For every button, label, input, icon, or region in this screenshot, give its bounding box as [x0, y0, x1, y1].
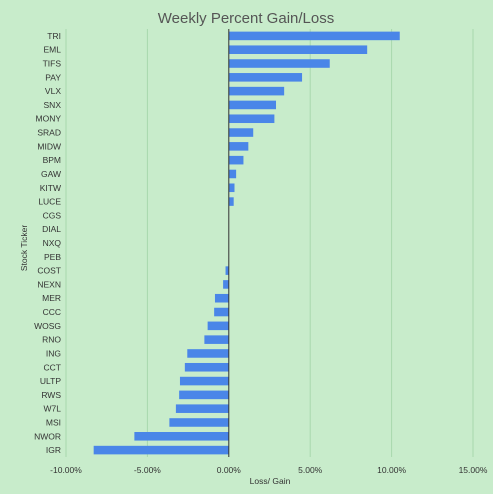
- x-tick-label: 15.00%: [459, 465, 488, 475]
- x-axis-label: Loss/ Gain: [250, 476, 291, 486]
- y-tick-label: MONY: [36, 114, 62, 124]
- y-tick-label: RNO: [42, 335, 61, 345]
- bar-tifs: [228, 59, 330, 68]
- bar-cost: [225, 266, 229, 275]
- bar-midw: [228, 142, 249, 151]
- y-tick-label: CGS: [43, 210, 62, 220]
- bar-eml: [228, 45, 368, 54]
- y-tick-labels: TRI EML TIFS PAY VLX SNX MONY SRAD MIDW BPM GAW KIT…: [34, 31, 61, 455]
- y-tick-label: MER: [42, 293, 61, 303]
- bar-mer: [214, 293, 229, 303]
- bar-igr: [93, 445, 229, 455]
- x-tick-label: -5.00%: [134, 465, 161, 475]
- y-tick-label: CCC: [43, 307, 61, 317]
- y-tick-label: ULTP: [40, 376, 61, 386]
- bar-wosg: [207, 321, 229, 331]
- bar-kitw: [228, 183, 235, 193]
- y-tick-label: GAW: [41, 169, 61, 179]
- bar-rws: [179, 390, 229, 400]
- bar-gaw: [228, 169, 237, 179]
- y-tick-label: TRI: [47, 31, 61, 41]
- y-tick-label: W7L: [44, 404, 62, 414]
- gridlines: [65, 29, 474, 457]
- y-tick-label: NWOR: [34, 431, 61, 441]
- y-tick-label: RWS: [41, 390, 61, 400]
- y-tick-label: NXQ: [43, 238, 62, 248]
- bar-ccc: [214, 307, 229, 317]
- chart-title: Weekly Percent Gain/Loss: [158, 10, 334, 27]
- x-tick-label: 5.00%: [298, 465, 323, 475]
- y-tick-label: BPM: [43, 155, 61, 165]
- y-tick-label: SNX: [44, 100, 62, 110]
- bar-ing: [187, 349, 229, 358]
- y-tick-label: DIAL: [42, 224, 61, 234]
- bar-w7l: [175, 404, 229, 413]
- bar-tri: [228, 31, 400, 41]
- bar-msi: [169, 418, 229, 427]
- y-tick-label: ING: [46, 348, 61, 358]
- y-tick-label: MIDW: [37, 141, 61, 151]
- y-tick-label: IGR: [46, 445, 61, 455]
- x-tick-label: 0.00%: [217, 465, 242, 475]
- bar-vlx: [228, 86, 285, 96]
- y-tick-label: PAY: [45, 72, 61, 82]
- y-tick-label: TIFS: [43, 59, 62, 69]
- y-tick-label: CCT: [44, 362, 61, 372]
- y-tick-label: COST: [37, 266, 61, 276]
- bar-snx: [228, 100, 277, 110]
- bar-rno: [204, 335, 229, 344]
- x-tick-labels: -10.00% -5.00% 0.00% 5.00% 10.00% 15.00%: [50, 465, 488, 475]
- y-tick-label: VLX: [45, 86, 61, 96]
- bar-mony: [228, 114, 275, 124]
- y-tick-label: PEB: [44, 252, 61, 262]
- y-tick-label: EML: [44, 45, 62, 55]
- x-tick-label: 10.00%: [377, 465, 406, 475]
- y-tick-label: MSI: [46, 417, 61, 427]
- y-tick-label: NEXN: [37, 279, 61, 289]
- bar-cct: [184, 362, 229, 372]
- y-tick-label: KITW: [40, 183, 61, 193]
- x-tick-label: -10.00%: [50, 465, 82, 475]
- bar-nwor: [134, 432, 229, 441]
- y-tick-label: LUCE: [38, 197, 61, 207]
- y-axis-label: Stock Ticker: [19, 225, 29, 271]
- y-tick-label: WOSG: [34, 321, 61, 331]
- bars: [93, 31, 400, 455]
- y-tick-label: SRAD: [37, 128, 61, 138]
- bar-srad: [228, 128, 254, 137]
- bar-ultp: [179, 376, 229, 386]
- bar-bpm: [228, 155, 244, 165]
- bar-luce: [228, 197, 234, 206]
- bar-pay: [228, 73, 303, 82]
- bar-nexn: [223, 280, 229, 289]
